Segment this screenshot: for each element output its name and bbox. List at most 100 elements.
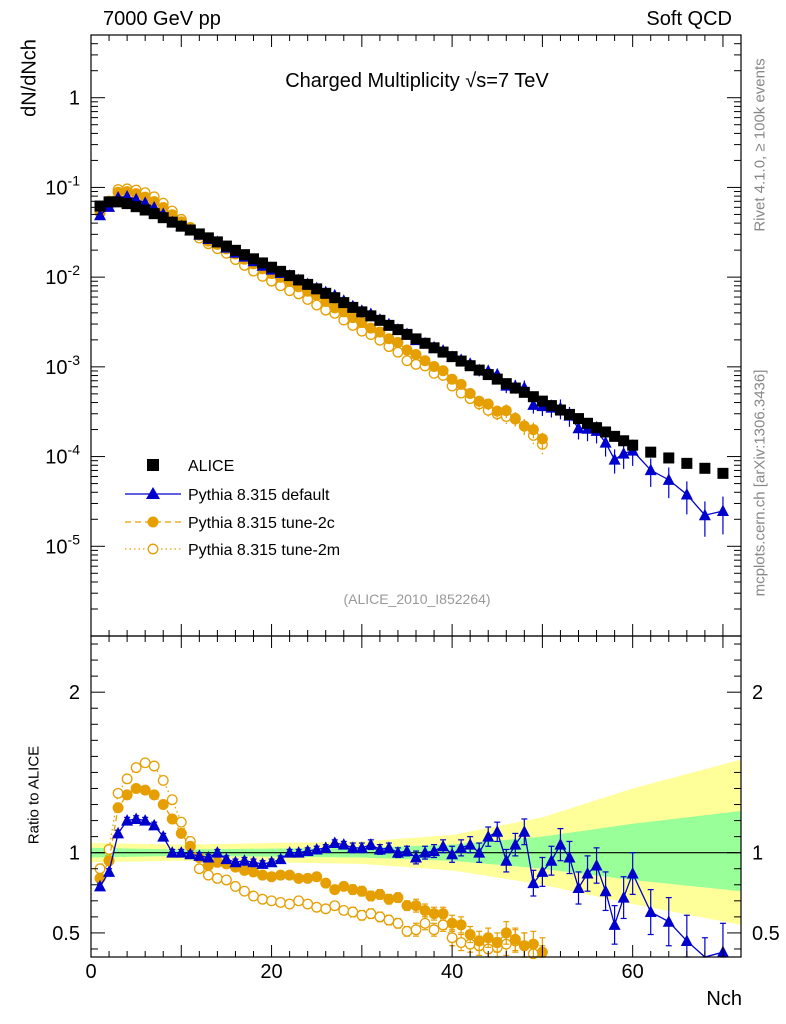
- ratio-point: [410, 924, 422, 936]
- ratio-point: [211, 846, 224, 858]
- ratio-point: [455, 919, 467, 931]
- ratio-point: [311, 871, 323, 883]
- alice-point: [699, 462, 711, 474]
- main-point: [518, 420, 530, 432]
- ratio-point: [464, 838, 477, 850]
- main-point: [491, 405, 503, 417]
- ylabel-main: dN/dNch: [19, 39, 42, 117]
- ratio-point: [220, 874, 232, 886]
- alice-point: [275, 265, 287, 277]
- ratio-point: [265, 855, 278, 868]
- xlabel: Nch: [706, 988, 742, 1010]
- ratio-point: [103, 844, 115, 855]
- legend-tune2c-label: Pythia 8.315 tune-2c: [188, 515, 335, 532]
- alice-point: [329, 292, 341, 304]
- alice-point: [554, 404, 566, 416]
- y-tick-label-ratio: 0.5: [52, 923, 80, 945]
- ratio-point: [518, 825, 531, 837]
- ratio-point: [112, 787, 124, 799]
- y-tick-label-main: 10-4: [45, 442, 80, 469]
- main-point: [509, 412, 521, 424]
- alice-point: [491, 373, 503, 385]
- ratio-point: [392, 892, 404, 904]
- y-tick-label-ratio-right: 2: [752, 682, 763, 704]
- ratio-point: [175, 816, 187, 828]
- main-point: [410, 358, 422, 370]
- alice-point: [545, 400, 557, 412]
- ratio-point: [130, 782, 142, 794]
- y-tick-label-main: 1: [69, 88, 80, 110]
- ratio-point: [382, 841, 395, 853]
- ratio-point: [121, 773, 133, 785]
- ratio-point: [248, 890, 259, 902]
- ratio-point: [229, 855, 242, 868]
- ratio-point: [617, 891, 630, 903]
- ratio-point: [94, 879, 107, 892]
- alice-point: [211, 236, 223, 248]
- ratio-point: [310, 842, 323, 855]
- ratio-point: [202, 850, 215, 863]
- ratio-point: [383, 893, 395, 905]
- alice-point: [202, 232, 214, 244]
- ratio-point: [419, 917, 431, 929]
- main-point: [311, 299, 323, 311]
- ratio-point: [482, 932, 494, 944]
- ratio-point: [337, 838, 350, 850]
- x-tick-label: 40: [441, 961, 463, 983]
- ratio-point: [247, 855, 260, 868]
- ratio-point: [229, 880, 241, 892]
- main-point: [374, 326, 386, 338]
- main-point: [356, 317, 368, 329]
- main-point: [464, 387, 476, 399]
- main-point: [617, 447, 630, 459]
- ratio-point: [175, 827, 187, 839]
- main-point: [527, 398, 540, 410]
- ratio-point: [266, 871, 278, 883]
- ratio-point: [103, 865, 116, 877]
- ratio-point: [148, 818, 161, 831]
- ratio-point: [320, 903, 332, 915]
- alice-point: [383, 319, 395, 331]
- ratio-point: [157, 830, 170, 842]
- alice-point: [338, 297, 350, 309]
- main-point: [347, 312, 359, 324]
- ratio-point: [401, 900, 413, 912]
- legend-tune2m-label: Pythia 8.315 tune-2m: [188, 542, 340, 559]
- ratio-point: [491, 825, 504, 837]
- ratio-point: [202, 869, 214, 881]
- alice-point: [220, 240, 232, 252]
- ratio-point: [238, 864, 250, 876]
- alice-point: [365, 310, 377, 322]
- alice-point: [663, 452, 675, 464]
- ratio-point: [446, 917, 458, 929]
- alice-point: [284, 270, 296, 282]
- alice-point: [536, 395, 548, 407]
- ratio-point: [581, 867, 594, 879]
- ratio-marks: [94, 757, 729, 960]
- ratio-point: [166, 813, 178, 825]
- ratio-point: [257, 869, 269, 881]
- main-point: [284, 285, 296, 297]
- ratio-point: [383, 914, 395, 926]
- x-tick-label: 60: [622, 961, 644, 983]
- ratio-point: [599, 884, 612, 897]
- ratio-point: [121, 814, 134, 826]
- ratio-point: [211, 856, 223, 868]
- ratio-point: [347, 906, 359, 918]
- y-tick-label-main: 10-1: [45, 172, 80, 199]
- ratio-point: [473, 935, 485, 947]
- main-marks: [94, 183, 729, 537]
- ratio-point: [590, 859, 603, 871]
- ratio-point: [500, 854, 513, 866]
- alice-point: [112, 196, 124, 208]
- alice-point: [320, 287, 332, 299]
- ratio-point: [410, 900, 422, 912]
- main-point: [527, 424, 539, 436]
- alice-point: [121, 198, 133, 210]
- ratio-point: [500, 927, 512, 939]
- ratio-point: [112, 826, 125, 839]
- ratio-point: [572, 881, 585, 893]
- ratio-point: [139, 814, 152, 826]
- legend-alice-marker: [147, 459, 159, 471]
- ratio-point: [329, 884, 341, 896]
